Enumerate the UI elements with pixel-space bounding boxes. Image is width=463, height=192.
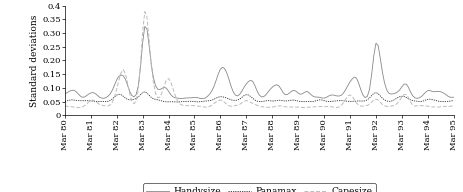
- Handysize: [254, 90, 260, 92]
- Capesize: [175, 99, 180, 101]
- Capesize: [252, 103, 258, 105]
- Capesize: [123, 72, 128, 74]
- Handysize: [62, 93, 68, 95]
- Panamax: [175, 101, 180, 103]
- Panamax: [120, 95, 126, 97]
- Panamax: [94, 100, 100, 103]
- Handysize: [120, 74, 126, 77]
- Handysize: [388, 93, 394, 95]
- Handysize: [94, 94, 100, 96]
- Handysize: [451, 96, 457, 98]
- Handysize: [142, 25, 148, 28]
- Panamax: [451, 99, 457, 102]
- Panamax: [142, 91, 148, 93]
- Handysize: [172, 97, 178, 99]
- Handysize: [200, 97, 206, 100]
- Capesize: [75, 106, 81, 109]
- Line: Capesize: Capesize: [65, 12, 454, 108]
- Handysize: [252, 85, 258, 87]
- Capesize: [142, 11, 148, 13]
- Capesize: [254, 104, 260, 106]
- Capesize: [62, 105, 68, 107]
- Capesize: [97, 103, 102, 105]
- Y-axis label: Standard deviations: Standard deviations: [30, 14, 39, 107]
- Line: Panamax: Panamax: [65, 92, 454, 102]
- Panamax: [62, 100, 68, 103]
- Panamax: [172, 101, 178, 103]
- Line: Handysize: Handysize: [65, 26, 454, 98]
- Legend: Handysize, Panamax, Capesize: Handysize, Panamax, Capesize: [143, 183, 376, 192]
- Capesize: [388, 105, 394, 107]
- Panamax: [252, 99, 258, 101]
- Capesize: [451, 104, 457, 107]
- Panamax: [254, 100, 260, 102]
- Panamax: [388, 100, 394, 102]
